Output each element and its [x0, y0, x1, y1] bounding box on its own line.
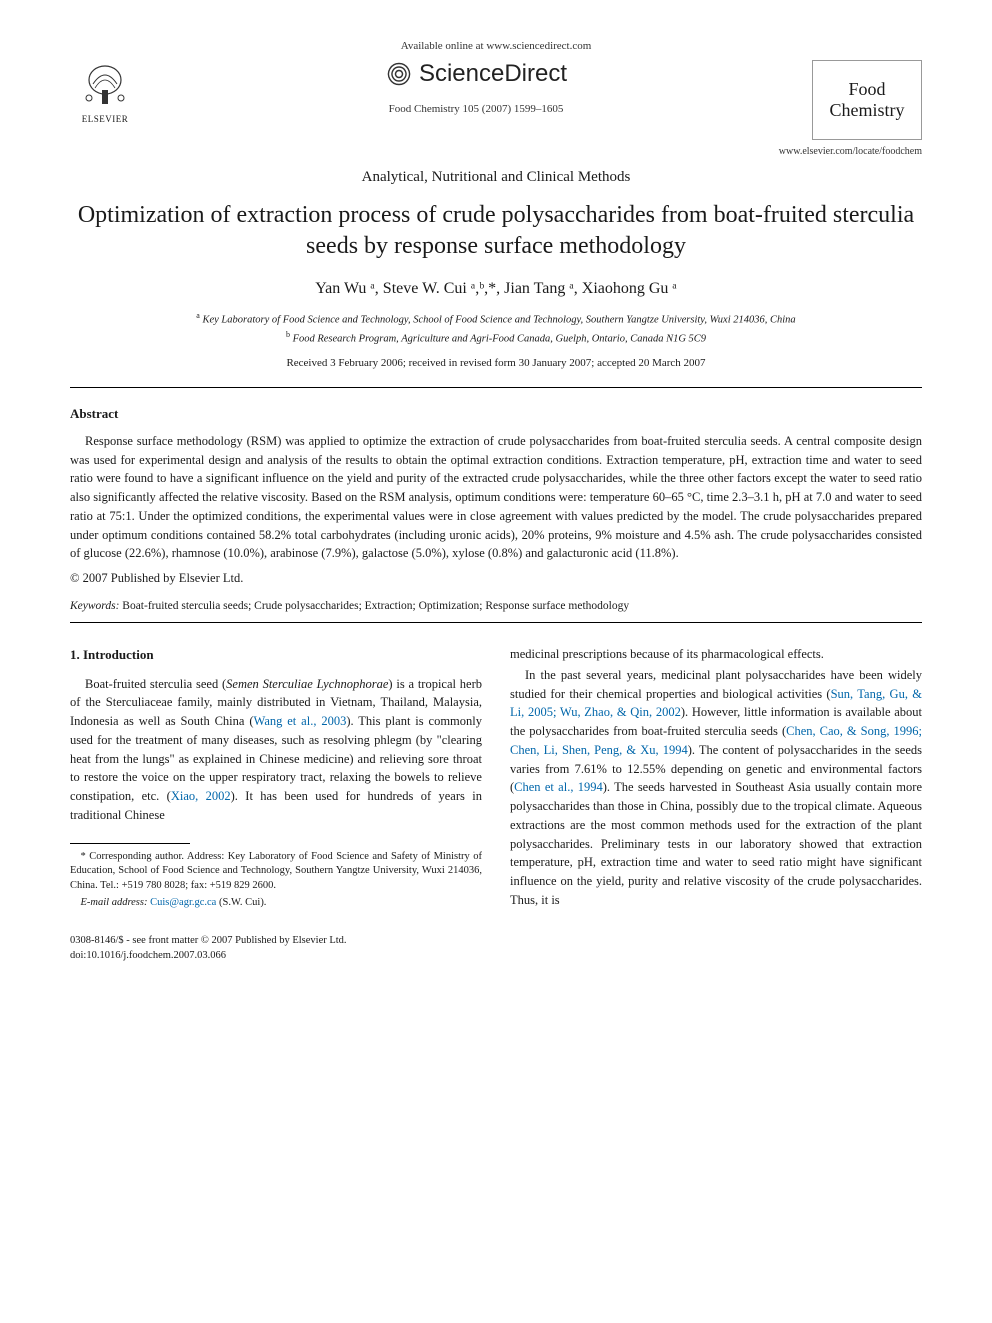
ref-chen-1994[interactable]: Chen et al., 1994: [514, 780, 603, 794]
intro-p1-pre: Boat-fruited sterculia seed (: [85, 677, 226, 691]
footer-doi: doi:10.1016/j.foodchem.2007.03.066: [70, 949, 922, 964]
authors-line: Yan Wu ᵃ, Steve W. Cui ᵃ,ᵇ,*, Jian Tang …: [70, 280, 922, 298]
journal-box: Food Chemistry: [812, 60, 922, 140]
affiliation-a-text: Key Laboratory of Food Science and Techn…: [202, 315, 795, 326]
sciencedirect-logo: ScienceDirect: [385, 60, 567, 88]
footer-issn: 0308-8146/$ - see front matter © 2007 Pu…: [70, 934, 922, 949]
availability-line: Available online at www.sciencedirect.co…: [70, 40, 922, 52]
intro-col2-p2: In the past several years, medicinal pla…: [510, 666, 922, 910]
journal-badge-wrap: Food Chemistry: [812, 60, 922, 140]
authors-text: Yan Wu ᵃ, Steve W. Cui ᵃ,ᵇ,*, Jian Tang …: [315, 280, 677, 297]
ref-xiao-2002[interactable]: Xiao, 2002: [171, 789, 231, 803]
intro-p1-italic: Semen Sterculiae Lychnophorae: [226, 677, 388, 691]
sciencedirect-block: ScienceDirect Food Chemistry 105 (2007) …: [140, 60, 812, 115]
footnotes: * Corresponding author. Address: Key Lab…: [70, 850, 482, 911]
footnote-separator: [70, 843, 190, 844]
ref-wang-2003[interactable]: Wang et al., 2003: [254, 714, 347, 728]
email-label: E-mail address:: [81, 897, 148, 908]
email-who: (S.W. Cui).: [219, 897, 266, 908]
intro-heading: 1. Introduction: [70, 645, 482, 665]
two-column-body: 1. Introduction Boat-fruited sterculia s…: [70, 645, 922, 912]
rule-bottom: [70, 622, 922, 623]
affiliations: a Key Laboratory of Food Science and Tec…: [70, 310, 922, 347]
affiliation-b-text: Food Research Program, Agriculture and A…: [293, 333, 706, 344]
header-row: ELSEVIER ScienceDirect Food Chemistry 10…: [70, 60, 922, 140]
abstract-body: Response surface methodology (RSM) was a…: [70, 432, 922, 563]
elsevier-name: ELSEVIER: [70, 114, 140, 124]
abstract-heading: Abstract: [70, 406, 922, 422]
page-footer: 0308-8146/$ - see front matter © 2007 Pu…: [70, 934, 922, 963]
journal-name-2: Chemistry: [823, 100, 911, 121]
journal-reference: Food Chemistry 105 (2007) 1599–1605: [140, 103, 812, 115]
keywords-line: Keywords: Boat-fruited sterculia seeds; …: [70, 600, 922, 612]
sciencedirect-text: ScienceDirect: [419, 60, 567, 88]
column-left: 1. Introduction Boat-fruited sterculia s…: [70, 645, 482, 912]
journal-url: www.elsevier.com/locate/foodchem: [70, 146, 922, 157]
article-section-type: Analytical, Nutritional and Clinical Met…: [70, 169, 922, 186]
column-right: medicinal prescriptions because of its p…: [510, 645, 922, 912]
email-link[interactable]: Cuis@agr.gc.ca: [150, 897, 216, 908]
rule-top: [70, 387, 922, 388]
footnote-email: E-mail address: Cuis@agr.gc.ca (S.W. Cui…: [70, 896, 482, 911]
intro-para-1: Boat-fruited sterculia seed (Semen Sterc…: [70, 675, 482, 825]
col2-p2-post: ). The seeds harvested in Southeast Asia…: [510, 780, 922, 907]
keywords-list: Boat-fruited sterculia seeds; Crude poly…: [122, 600, 629, 612]
abstract-copyright: © 2007 Published by Elsevier Ltd.: [70, 571, 922, 586]
intro-col2-p1: medicinal prescriptions because of its p…: [510, 645, 922, 664]
keywords-label: Keywords:: [70, 600, 119, 612]
elsevier-logo: ELSEVIER: [70, 60, 140, 124]
article-title: Optimization of extraction process of cr…: [70, 200, 922, 262]
affiliation-b: b Food Research Program, Agriculture and…: [70, 329, 922, 347]
footnote-corresponding: * Corresponding author. Address: Key Lab…: [70, 850, 482, 894]
sd-swirl-icon: [385, 60, 413, 88]
journal-name-1: Food: [823, 79, 911, 100]
affiliation-a: a Key Laboratory of Food Science and Tec…: [70, 310, 922, 328]
article-dates: Received 3 February 2006; received in re…: [70, 357, 922, 369]
elsevier-tree-icon: [70, 60, 140, 114]
